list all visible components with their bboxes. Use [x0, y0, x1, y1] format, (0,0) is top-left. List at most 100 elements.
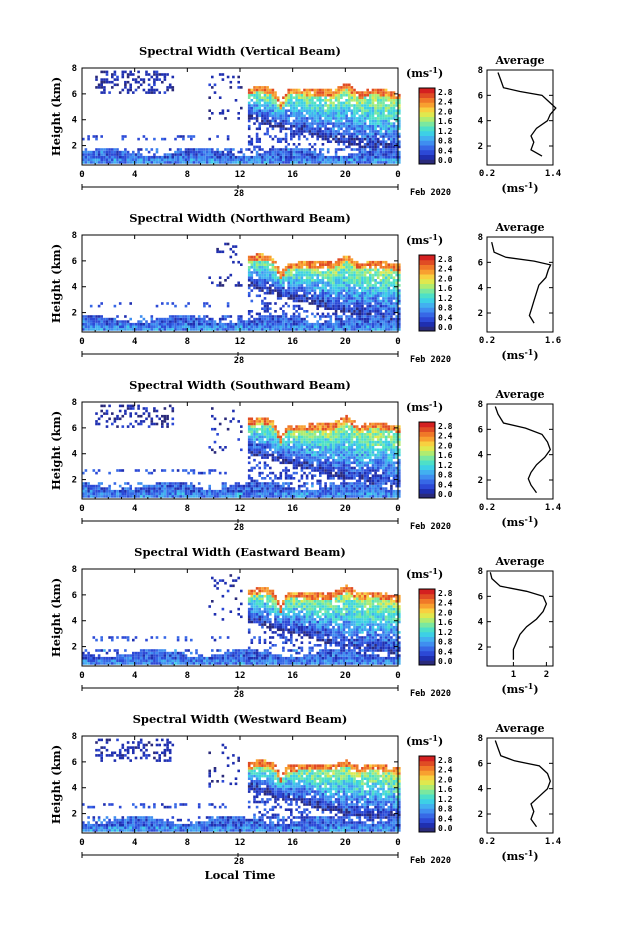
- heatmap-cell: [290, 109, 293, 112]
- heatmap-cell: [342, 260, 346, 264]
- heatmap-cell: [153, 322, 156, 326]
- heatmap-cell: [105, 317, 109, 321]
- heatmap-cell: [287, 104, 290, 107]
- heatmap-cell: [263, 266, 267, 269]
- heatmap-cell: [182, 317, 185, 321]
- heatmap-cell: [155, 487, 159, 490]
- heatmap-cell: [247, 266, 251, 269]
- heatmap-cell: [311, 302, 314, 305]
- heatmap-cell: [355, 119, 359, 123]
- heatmap-cell: [326, 328, 330, 331]
- heatmap-cell: [274, 112, 277, 115]
- colorbar-tick-label: 2.0: [438, 107, 453, 116]
- heatmap-cell: [366, 328, 369, 331]
- heatmap-cell: [247, 161, 251, 164]
- heatmap-cell: [311, 312, 314, 316]
- heatmap-cell: [192, 315, 196, 318]
- heatmap-cell: [374, 155, 377, 159]
- heatmap-cell: [250, 88, 254, 92]
- heatmap-cell: [255, 155, 259, 159]
- heatmap-cell: [287, 88, 290, 92]
- heatmap-cell: [316, 119, 319, 123]
- heatmap-cell: [292, 489, 296, 493]
- heatmap-cell: [319, 158, 322, 162]
- heatmap-cell: [287, 433, 290, 436]
- heatmap-cell: [329, 106, 333, 110]
- heatmap-cell: [266, 438, 269, 441]
- heatmap-cell: [271, 281, 275, 285]
- heatmap-cell: [263, 495, 267, 498]
- heatmap-cell: [113, 83, 117, 87]
- colorbar-segment: [419, 307, 435, 313]
- heatmap-cell: [195, 158, 198, 162]
- heatmap-cell: [348, 155, 351, 159]
- heatmap-cell: [263, 284, 267, 287]
- heatmap-cell: [261, 417, 264, 421]
- heatmap-cell: [332, 495, 335, 498]
- heatmap-cell: [284, 495, 288, 498]
- heatmap-cell: [253, 420, 256, 423]
- heatmap-cell: [374, 161, 377, 164]
- heatmap-cell: [258, 148, 261, 151]
- heatmap-cell: [179, 148, 182, 151]
- heatmap-cell: [234, 328, 238, 331]
- heatmap-cell: [150, 484, 154, 488]
- heatmap-cell: [108, 404, 111, 408]
- heatmap-cell: [155, 304, 159, 308]
- heatmap-cell: [371, 268, 375, 272]
- heatmap-cell: [179, 495, 182, 498]
- heatmap-cell: [250, 112, 254, 115]
- heatmap-cell: [229, 492, 233, 496]
- heatmap-cell: [292, 273, 296, 277]
- heatmap-cell: [266, 451, 269, 454]
- heatmap-cell: [355, 135, 359, 138]
- heatmap-cell: [350, 271, 354, 274]
- heatmap-cell: [97, 320, 101, 323]
- heatmap-cell: [253, 268, 256, 272]
- heatmap-cell: [100, 482, 103, 485]
- heatmap-cell: [345, 286, 348, 290]
- heatmap-cell: [387, 99, 391, 102]
- heatmap-cell: [319, 122, 322, 125]
- heatmap-cell: [350, 153, 354, 156]
- heatmap-cell: [300, 96, 304, 99]
- heatmap-cell: [305, 161, 309, 164]
- heatmap-cell: [287, 425, 290, 428]
- heatmap-cell: [216, 161, 219, 164]
- heatmap-cell: [337, 294, 340, 298]
- heatmap-cell: [374, 88, 377, 92]
- heatmap-cell: [308, 114, 312, 118]
- heatmap-cell: [100, 325, 103, 329]
- heatmap-cell: [271, 271, 275, 274]
- heatmap-cell: [319, 438, 322, 441]
- heatmap-cell: [305, 451, 309, 454]
- heatmap-cell: [332, 130, 335, 133]
- heatmap-cell: [348, 266, 351, 269]
- heatmap-cell: [203, 492, 206, 496]
- heatmap-cell: [269, 315, 272, 318]
- heatmap-cell: [303, 489, 306, 493]
- heatmap-cell: [324, 425, 327, 428]
- heatmap-cell: [274, 289, 277, 292]
- heatmap-cell: [258, 422, 261, 426]
- heatmap-cell: [253, 158, 256, 162]
- heatmap-cell: [326, 304, 330, 308]
- heatmap-cell: [350, 260, 354, 264]
- heatmap-cell: [118, 150, 122, 154]
- heatmap-cell: [247, 294, 251, 298]
- heatmap-cell: [229, 273, 233, 277]
- heatmap-cell: [345, 325, 348, 329]
- day-label: 28: [234, 356, 244, 366]
- heatmap-cell: [355, 271, 359, 274]
- heatmap-cell: [258, 489, 261, 493]
- heatmap-cell: [266, 96, 269, 99]
- heatmap-cell: [269, 273, 272, 277]
- heatmap-cell: [350, 140, 354, 143]
- heatmap-cell: [297, 101, 301, 105]
- heatmap-cell: [221, 109, 225, 112]
- heatmap-cell: [253, 438, 256, 441]
- heatmap-cell: [179, 155, 182, 159]
- heatmap-cell: [271, 148, 275, 151]
- heatmap-cell: [163, 155, 167, 159]
- heatmap-cell: [179, 489, 182, 493]
